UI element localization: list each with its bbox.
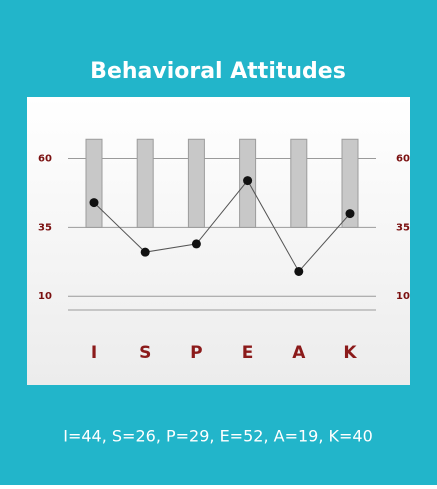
- x-tick-label: P: [190, 343, 202, 363]
- x-tick-label: E: [242, 343, 254, 363]
- data-point: [345, 209, 355, 219]
- y-tick-label: 10: [38, 291, 52, 302]
- y-tick-label: 60: [38, 154, 52, 165]
- range-bar: [85, 138, 103, 228]
- x-tick-label: S: [139, 343, 151, 363]
- range-bar: [290, 138, 308, 228]
- caption: I=44, S=26, P=29, E=52, A=19, K=40: [63, 427, 373, 446]
- chart-title: Behavioral Attitudes: [90, 59, 346, 84]
- data-point: [191, 239, 201, 249]
- x-tick-label: A: [292, 343, 306, 363]
- data-point: [89, 198, 99, 208]
- data-point: [243, 176, 253, 186]
- data-point: [140, 247, 150, 257]
- y-tick-label-right: 10: [396, 291, 410, 302]
- y-tick-label: 35: [38, 222, 52, 233]
- data-point: [294, 266, 304, 276]
- x-tick-label: I: [91, 343, 97, 363]
- range-bar: [341, 138, 359, 228]
- x-tick-label: K: [343, 343, 357, 363]
- range-bar: [187, 138, 205, 228]
- y-tick-label-right: 35: [396, 222, 410, 233]
- y-tick-label-right: 60: [396, 154, 410, 165]
- data-line: [93, 179, 351, 273]
- range-bar: [136, 138, 154, 228]
